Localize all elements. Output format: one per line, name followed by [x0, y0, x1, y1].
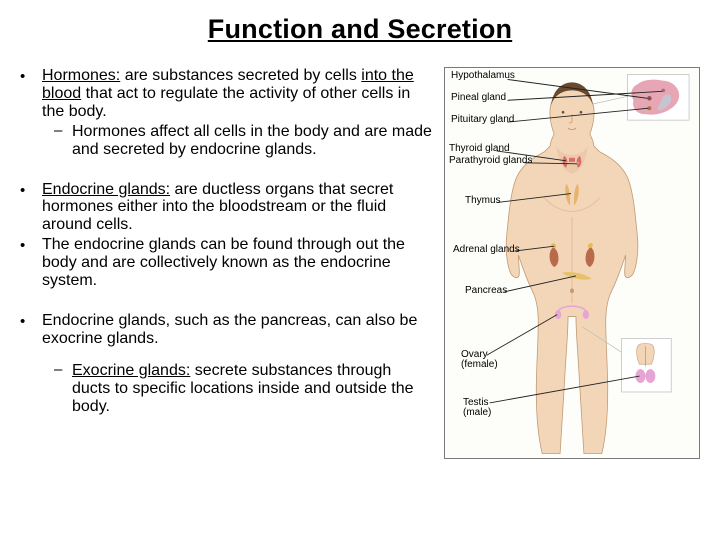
label-ovary-2: (female) — [461, 360, 498, 371]
bullet-mark: – — [54, 362, 72, 416]
bullet-mark: – — [54, 123, 72, 159]
bullet-exocrine-intro: • Endocrine glands, such as the pancreas… — [20, 312, 432, 348]
term-exocrine-glands: Exocrine glands: — [72, 362, 190, 379]
bullet-text: Hormones affect all cells in the body an… — [72, 123, 432, 159]
label-thymus: Thymus — [465, 196, 501, 207]
text-span: that act to regulate the activity of oth… — [42, 85, 410, 120]
label-pancreas: Pancreas — [465, 286, 507, 297]
label-hypothalamus: Hypothalamus — [451, 71, 515, 82]
bullet-endocrine-system: • The endocrine glands can be found thro… — [20, 236, 432, 290]
subbullet-hormones-detail: – Hormones affect all cells in the body … — [54, 123, 432, 159]
endocrine-diagram: Hypothalamus Pineal gland Pituitary glan… — [444, 67, 700, 459]
bullet-hormones: • Hormones: are substances secreted by c… — [20, 67, 432, 121]
body-shape — [506, 82, 638, 453]
term-endocrine-glands: Endocrine glands: — [42, 181, 170, 198]
label-pineal: Pineal gland — [451, 93, 506, 104]
bullet-mark: • — [20, 236, 42, 290]
label-pituitary: Pituitary gland — [451, 115, 514, 126]
subbullet-exocrine-glands: – Exocrine glands: secrete substances th… — [54, 362, 432, 416]
text-span: are substances secreted by cells — [120, 67, 361, 84]
label-thyroid: Thyroid gland — [449, 144, 510, 155]
bullet-text: Hormones: are substances secreted by cel… — [42, 67, 432, 121]
text-column: • Hormones: are substances secreted by c… — [20, 67, 432, 530]
bullet-text: Endocrine glands, such as the pancreas, … — [42, 312, 432, 348]
bullet-endocrine-glands: • Endocrine glands: are ductless organs … — [20, 181, 432, 235]
bullet-text: Exocrine glands: secrete substances thro… — [72, 362, 432, 416]
content-row: • Hormones: are substances secreted by c… — [20, 67, 700, 530]
label-testis-2: (male) — [463, 408, 491, 419]
slide-title: Function and Secretion — [20, 14, 700, 45]
label-adrenal: Adrenal glands — [453, 245, 520, 256]
label-parathyroid: Parathyroid glands — [449, 156, 532, 167]
slide: Function and Secretion • Hormones: are s… — [0, 0, 720, 540]
bullet-mark: • — [20, 312, 42, 348]
term-hormones: Hormones: — [42, 67, 120, 84]
bullet-mark: • — [20, 67, 42, 121]
bullet-mark: • — [20, 181, 42, 235]
bullet-text: The endocrine glands can be found throug… — [42, 236, 432, 290]
bullet-text: Endocrine glands: are ductless organs th… — [42, 181, 432, 235]
